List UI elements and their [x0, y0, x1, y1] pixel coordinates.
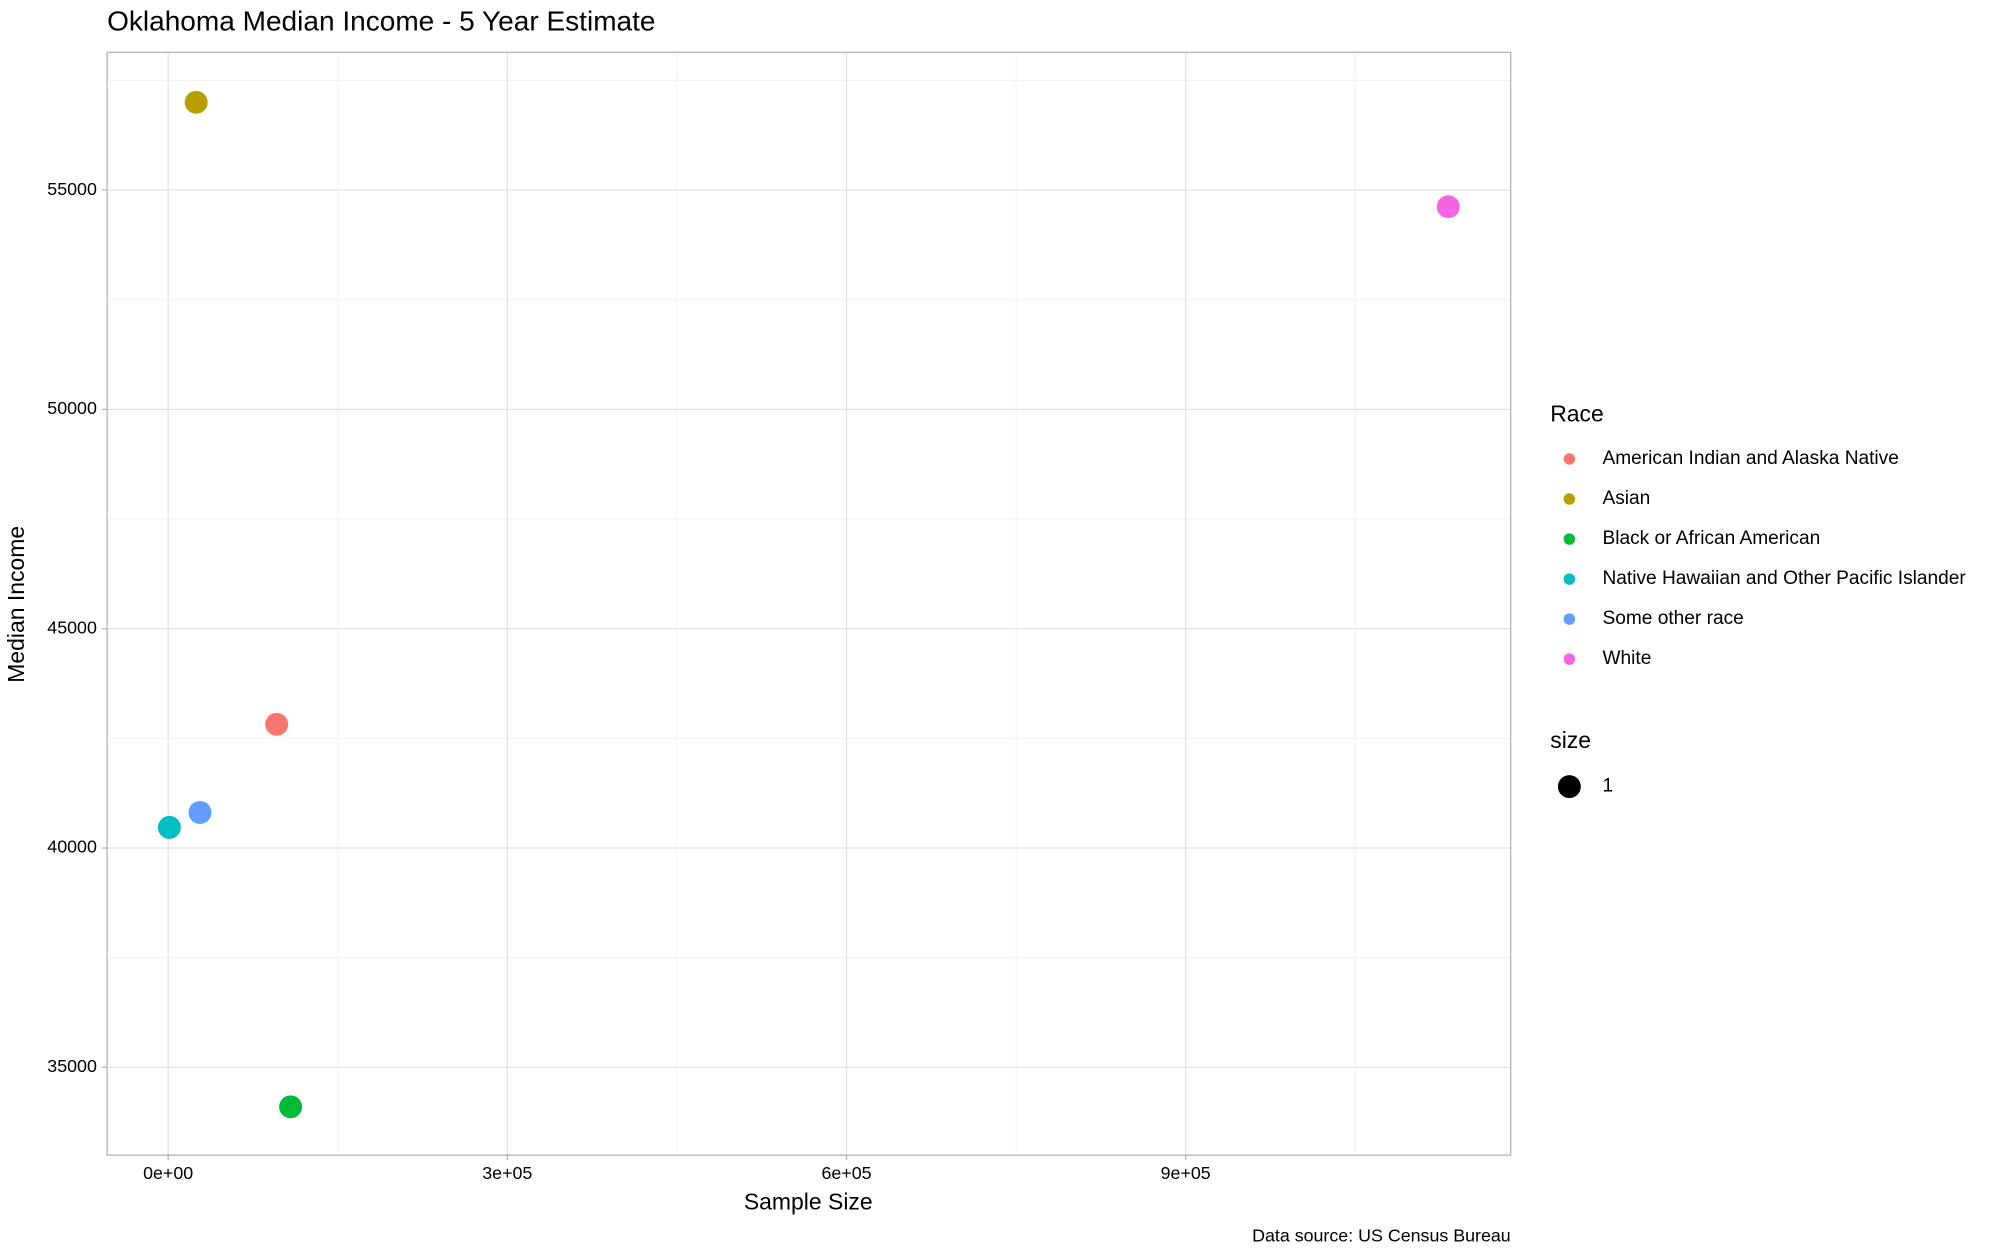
x-tick-label: 9e+05	[1161, 1163, 1211, 1183]
chart-title: Oklahoma Median Income - 5 Year Estimate	[107, 5, 655, 36]
size-legend-label: 1	[1603, 776, 1614, 797]
legend-swatch	[1563, 613, 1576, 625]
point	[157, 815, 181, 839]
legend-label: Native Hawaiian and Other Pacific Island…	[1603, 568, 1967, 589]
point	[1436, 195, 1460, 219]
x-tick-label: 3e+05	[482, 1163, 532, 1183]
point	[279, 1095, 303, 1119]
point	[265, 712, 289, 736]
caption: Data source: US Census Bureau	[1252, 1225, 1511, 1245]
size-legend-swatch	[1557, 775, 1581, 799]
y-tick-label: 35000	[47, 1056, 97, 1076]
panel-border	[106, 51, 1512, 1156]
y-tick-label: 50000	[47, 398, 97, 418]
legend-swatch	[1563, 573, 1576, 585]
x-tick-label: 0e+00	[143, 1163, 193, 1183]
legend-swatch	[1563, 533, 1576, 545]
x-tick-label: 6e+05	[821, 1163, 871, 1183]
legend-label: American Indian and Alaska Native	[1603, 448, 1899, 469]
y-tick-label: 55000	[47, 179, 97, 199]
point	[188, 801, 212, 824]
y-tick-label: 40000	[47, 837, 97, 857]
x-axis-title: Sample Size	[744, 1189, 873, 1215]
y-tick-label: 45000	[47, 617, 97, 637]
legend-swatch	[1563, 653, 1576, 665]
legend-label: Asian	[1603, 488, 1651, 509]
legend-label: White	[1603, 648, 1652, 669]
size-legend-title: size	[1550, 727, 1591, 753]
legend-swatch	[1563, 493, 1576, 505]
point	[184, 90, 208, 114]
y-axis-title: Median Income	[3, 526, 29, 683]
legend-label: Black or African American	[1603, 528, 1821, 549]
legend-label: Some other race	[1603, 608, 1744, 629]
legend-title: Race	[1550, 401, 1604, 427]
legend-swatch	[1563, 453, 1576, 465]
